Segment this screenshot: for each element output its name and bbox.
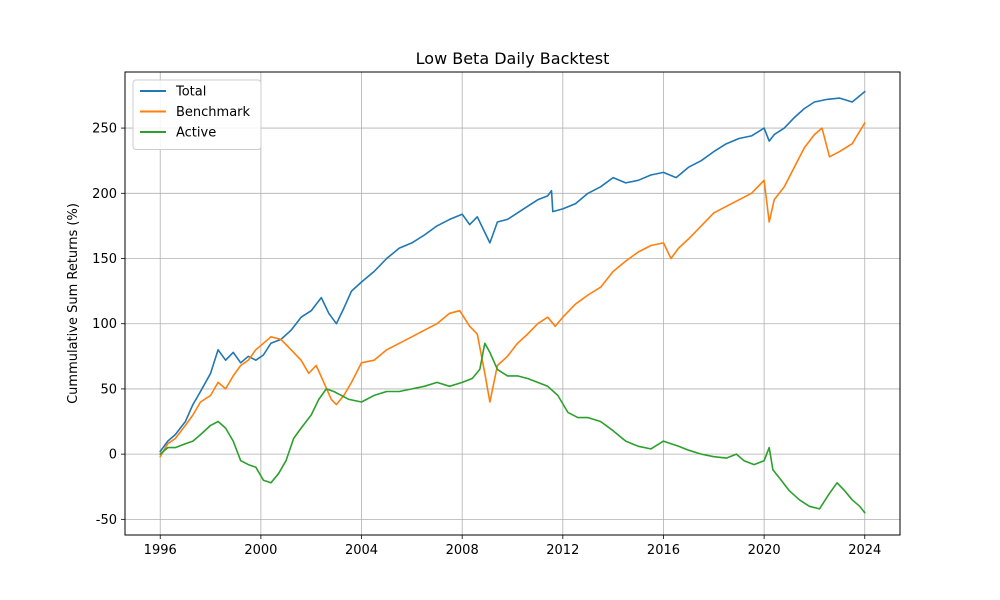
y-tick-label: 250 [92,122,117,137]
legend-label-benchmark: Benchmark [176,105,251,120]
y-axis-label: Cummulative Sum Returns (%) [66,203,81,404]
x-tick-label: 2000 [244,543,277,558]
x-tick-label: 2024 [848,543,881,558]
series-line-total [159,90,866,453]
y-axis-ticks: -50 0 50 100 150 200 250 [92,122,125,528]
chart-title: Low Beta Daily Backtest [416,49,610,68]
x-tick-label: 2016 [647,543,680,558]
plot-area-frame [124,71,901,536]
y-tick-label: 50 [100,382,117,397]
x-tick-label: 2012 [546,543,579,558]
legend-label-total: Total [175,85,206,100]
x-tick-label: 2004 [345,543,378,558]
legend-label-active: Active [176,126,216,141]
y-tick-label: 100 [92,317,117,332]
x-tick-label: 2008 [446,543,479,558]
x-axis-ticks: 1996 2000 2004 2008 2012 2016 2020 2024 [144,535,881,558]
x-tick-label: 2020 [748,543,781,558]
y-tick-label: 0 [109,448,117,463]
y-tick-label: 150 [92,252,117,267]
y-tick-label: 200 [92,187,117,202]
x-tick-label: 1996 [144,543,177,558]
legend: Total Benchmark Active [132,79,262,150]
series-line-benchmark [159,122,866,458]
series-line-active [159,342,866,514]
series-lines [159,90,866,514]
y-tick-label: -50 [96,513,117,528]
